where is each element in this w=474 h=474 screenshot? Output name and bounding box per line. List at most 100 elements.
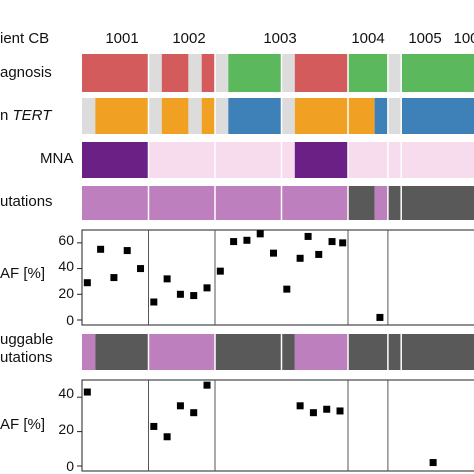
- ytick-bottom-20: 20: [58, 421, 74, 437]
- ytick-top-20: 20: [58, 285, 74, 301]
- patient-id-1002: 1002: [172, 30, 206, 47]
- ytick-bottom-0: 0: [66, 458, 74, 474]
- scatter-point-top-21: [376, 313, 384, 321]
- heat-cell-druggable-0: [82, 334, 96, 370]
- heat-cell-diagnosis-6: [228, 54, 282, 92]
- patient-id-1005: 1005: [408, 30, 442, 47]
- patient-id-1004: 1004: [351, 30, 385, 47]
- heat-cell-tert-11: [374, 98, 388, 134]
- scatter-point-bottom-9: [336, 407, 344, 415]
- heat-cell-tert-8: [281, 98, 295, 134]
- scatter-point-top-12: [243, 236, 251, 244]
- tert-label-prefix: n: [0, 107, 13, 124]
- scatter-point-top-0: [83, 279, 91, 287]
- heat-cell-druggable-3: [215, 334, 295, 370]
- heat-cell-druggable-4: [294, 334, 348, 370]
- scatter-point-bottom-3: [176, 402, 184, 410]
- heat-cell-mna-3: [348, 142, 474, 178]
- scatter-frame-bottom: [81, 379, 474, 472]
- scatter-point-top-2: [110, 274, 118, 282]
- heat-cell-druggable-6: [387, 334, 402, 370]
- scatter-point-top-13: [256, 230, 264, 238]
- scatter-point-top-8: [190, 292, 198, 300]
- heat-cell-mutations-4: [401, 186, 474, 220]
- heat-cell-mutations-3: [387, 186, 402, 220]
- scatter-point-bottom-1: [150, 422, 158, 430]
- heat-cell-mna-1: [148, 142, 295, 178]
- heat-cell-diagnosis-3: [188, 54, 202, 92]
- scatter-point-top-4: [137, 265, 145, 273]
- scatter-point-top-3: [123, 247, 131, 255]
- heat-cell-diagnosis-11: [401, 54, 474, 92]
- scatter-frame-top: [81, 229, 474, 326]
- patient-id-1003: 1003: [263, 30, 297, 47]
- heat-cell-diagnosis-0: [82, 54, 149, 92]
- heat-cell-tert-6: [215, 98, 229, 134]
- heat-cell-druggable-2: [148, 334, 215, 370]
- heat-cell-diagnosis-1: [148, 54, 162, 92]
- heat-cell-tert-12: [387, 98, 402, 134]
- tert-label: n TERT: [0, 107, 51, 125]
- heat-cell-diagnosis-7: [281, 54, 295, 92]
- heat-cell-tert-7: [228, 98, 282, 134]
- druggable-label-line1: uggable: [0, 331, 54, 348]
- scatter-point-top-18: [315, 250, 323, 258]
- scatter-point-top-16: [296, 254, 304, 262]
- scatter-point-top-14: [270, 249, 278, 257]
- heat-cell-tert-9: [294, 98, 348, 134]
- scatter-point-top-20: [339, 239, 347, 247]
- scatter-point-bottom-8: [323, 405, 331, 413]
- heat-cell-tert-10: [348, 98, 375, 134]
- scatter-point-bottom-0: [83, 388, 91, 396]
- heat-cell-druggable-1: [95, 334, 149, 370]
- mutations-label: utations: [0, 193, 53, 210]
- heat-cell-mutations-1: [348, 186, 375, 220]
- vaf-label-bottom: AF [%]: [0, 416, 46, 433]
- heat-cell-diagnosis-2: [161, 54, 189, 92]
- scatter-point-top-5: [150, 298, 158, 306]
- heat-cell-diagnosis-8: [294, 54, 348, 92]
- heat-cell-druggable-5: [348, 334, 388, 370]
- scatter-point-top-9: [203, 284, 211, 292]
- scatter-point-top-1: [97, 245, 105, 253]
- ytick-top-0: 0: [66, 312, 74, 328]
- heat-cell-mna-2: [294, 142, 348, 178]
- heat-cell-tert-1: [95, 98, 149, 134]
- scatter-point-top-11: [230, 238, 238, 246]
- heat-cell-mna-0: [82, 142, 149, 178]
- scatter-point-top-19: [328, 238, 336, 246]
- scatter-point-bottom-2: [163, 433, 171, 441]
- scatter-point-bottom-6: [296, 402, 304, 410]
- scatter-point-bottom-10: [429, 459, 437, 467]
- scatter-point-bottom-4: [190, 409, 198, 417]
- ytick-bottom-40: 40: [58, 385, 74, 401]
- scatter-point-bottom-5: [203, 381, 211, 389]
- heat-cell-diagnosis-9: [348, 54, 388, 92]
- scatter-point-top-10: [216, 267, 224, 275]
- scatter-point-top-6: [163, 275, 171, 283]
- diagnosis-label: agnosis: [0, 64, 52, 81]
- tert-label-gene: TERT: [12, 107, 52, 124]
- ytick-top-60: 60: [58, 232, 74, 248]
- ytick-top-40: 40: [58, 258, 74, 274]
- scatter-point-top-17: [304, 232, 312, 240]
- heat-cell-tert-2: [148, 98, 162, 134]
- heat-cell-tert-3: [161, 98, 189, 134]
- mna-label: MNA: [40, 150, 74, 167]
- scatter-point-top-15: [283, 285, 291, 293]
- heat-cell-tert-13: [401, 98, 474, 134]
- heat-cell-diagnosis-10: [387, 54, 402, 92]
- heat-cell-mutations-2: [374, 186, 388, 220]
- heat-cell-diagnosis-5: [215, 54, 229, 92]
- heat-cell-druggable-7: [401, 334, 474, 370]
- scatter-point-bottom-7: [309, 409, 317, 417]
- patient-label: ient CB: [0, 30, 50, 47]
- patient-id-1001: 1001: [105, 30, 139, 47]
- scatter-point-top-7: [176, 290, 184, 298]
- patient-id-1006-partial: 100: [453, 30, 474, 47]
- vaf-label-top: AF [%]: [0, 265, 46, 282]
- heat-cell-tert-0: [82, 98, 96, 134]
- druggable-label-line2: utations: [0, 349, 53, 366]
